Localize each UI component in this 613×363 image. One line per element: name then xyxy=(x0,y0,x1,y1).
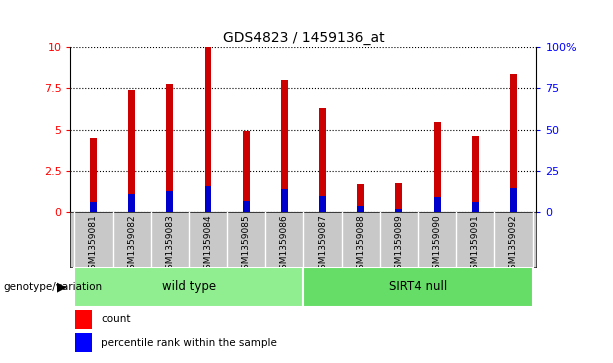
Text: count: count xyxy=(101,314,131,325)
Bar xyxy=(395,209,402,212)
Bar xyxy=(75,333,92,352)
Bar xyxy=(205,186,211,212)
Bar xyxy=(75,310,92,329)
Bar xyxy=(433,197,441,212)
Bar xyxy=(357,206,364,212)
Bar xyxy=(281,80,287,212)
Bar xyxy=(90,138,97,212)
Bar xyxy=(90,203,97,212)
Title: GDS4823 / 1459136_at: GDS4823 / 1459136_at xyxy=(223,31,384,45)
Text: GSM1359086: GSM1359086 xyxy=(280,214,289,275)
Text: GSM1359091: GSM1359091 xyxy=(471,214,480,275)
Bar xyxy=(303,267,533,307)
Text: GSM1359088: GSM1359088 xyxy=(356,214,365,275)
Bar xyxy=(510,188,517,212)
Text: GSM1359090: GSM1359090 xyxy=(433,214,441,275)
Bar xyxy=(128,194,135,212)
Text: GSM1359084: GSM1359084 xyxy=(204,214,213,275)
Bar xyxy=(243,201,249,212)
Text: wild type: wild type xyxy=(162,280,216,293)
Bar xyxy=(510,74,517,212)
Bar xyxy=(166,191,173,212)
Bar xyxy=(243,131,249,212)
Text: genotype/variation: genotype/variation xyxy=(3,282,102,292)
Bar xyxy=(205,47,211,212)
Text: GSM1359092: GSM1359092 xyxy=(509,214,518,275)
Bar xyxy=(319,108,326,212)
Text: GSM1359087: GSM1359087 xyxy=(318,214,327,275)
Bar xyxy=(166,83,173,212)
Text: ▶: ▶ xyxy=(56,280,66,293)
Bar xyxy=(357,184,364,212)
Bar xyxy=(128,90,135,212)
Text: SIRT4 null: SIRT4 null xyxy=(389,280,447,293)
Bar xyxy=(472,136,479,212)
Bar xyxy=(395,183,402,212)
Bar xyxy=(319,196,326,212)
Text: GSM1359081: GSM1359081 xyxy=(89,214,98,275)
Text: percentile rank within the sample: percentile rank within the sample xyxy=(101,338,277,347)
Text: GSM1359082: GSM1359082 xyxy=(127,214,136,275)
Bar xyxy=(472,203,479,212)
Bar xyxy=(433,122,441,212)
Text: GSM1359085: GSM1359085 xyxy=(242,214,251,275)
Bar xyxy=(74,267,303,307)
Bar xyxy=(281,189,287,212)
Text: GSM1359089: GSM1359089 xyxy=(394,214,403,275)
Text: GSM1359083: GSM1359083 xyxy=(166,214,174,275)
